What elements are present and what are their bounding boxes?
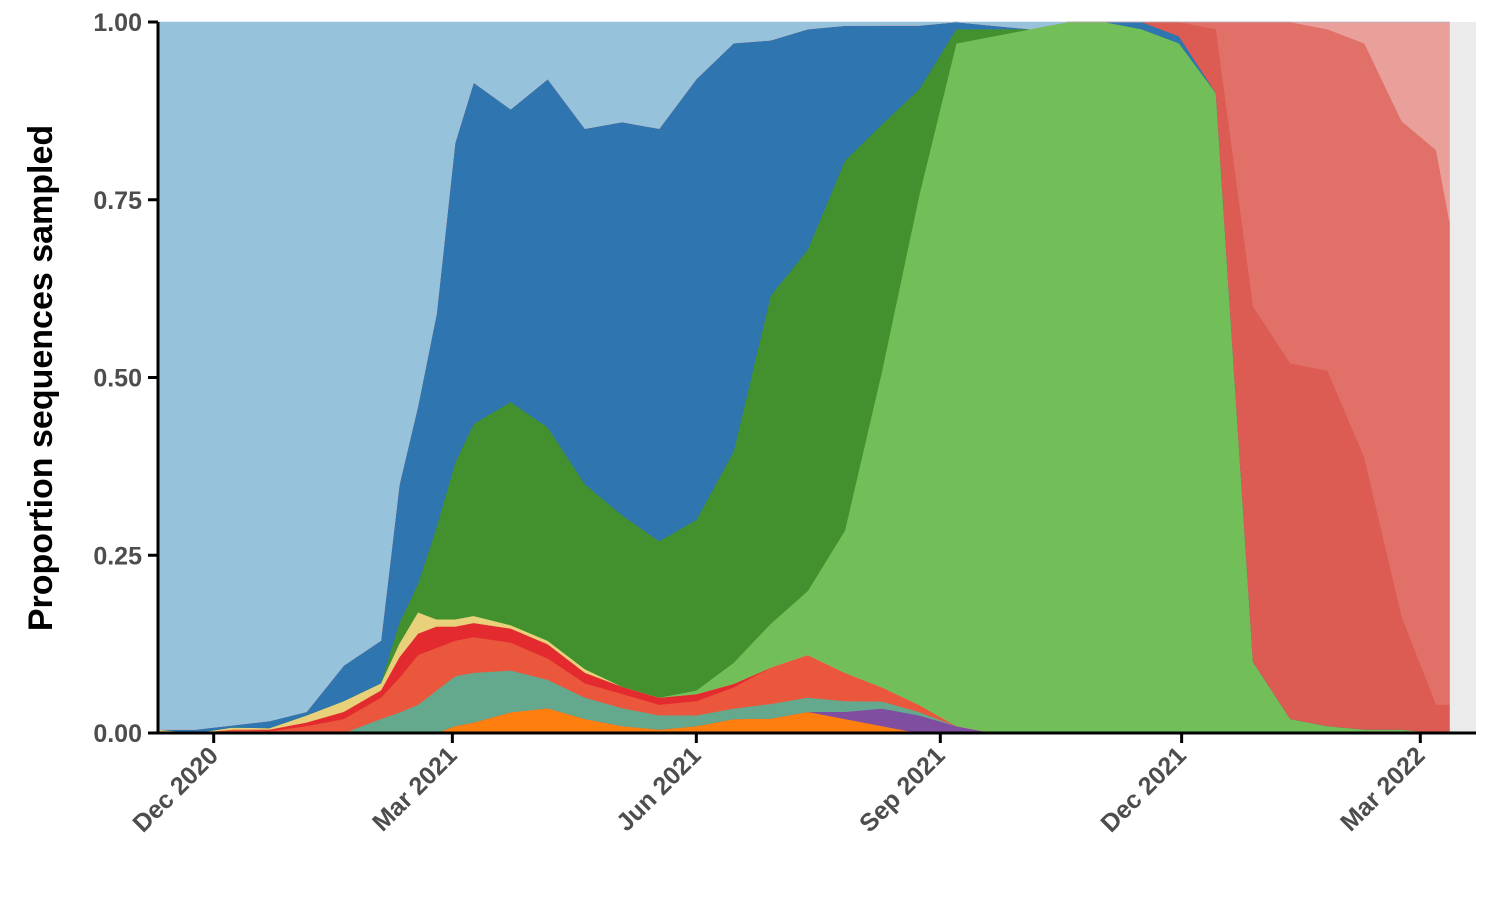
x-tick-label: Sep 2021: [854, 741, 951, 838]
y-tick-label: 0.50: [93, 365, 142, 393]
y-tick-label: 0.25: [93, 542, 142, 570]
series-areas: [157, 21, 1450, 734]
x-ticks: Dec 2020 Mar 2021 Jun 2021 Sep 2021 Dec 2021…: [127, 733, 1431, 838]
x-tick-label: Jun 2021: [611, 741, 707, 837]
y-tick-label: 0.00: [93, 720, 142, 748]
y-ticks: 0.00 0.25 0.50 0.75 1.00: [93, 9, 158, 748]
x-tick-label: Dec 2020: [127, 741, 223, 837]
x-tick-label: Mar 2021: [367, 741, 463, 837]
x-tick-label: Mar 2022: [1335, 741, 1430, 836]
y-tick-label: 1.00: [93, 9, 142, 37]
y-tick-label: 0.75: [93, 187, 142, 215]
series-area-12: [157, 21, 1450, 730]
x-tick-label: Dec 2021: [1095, 741, 1192, 838]
y-axis-title: Proportion sequences sampled: [22, 125, 60, 631]
